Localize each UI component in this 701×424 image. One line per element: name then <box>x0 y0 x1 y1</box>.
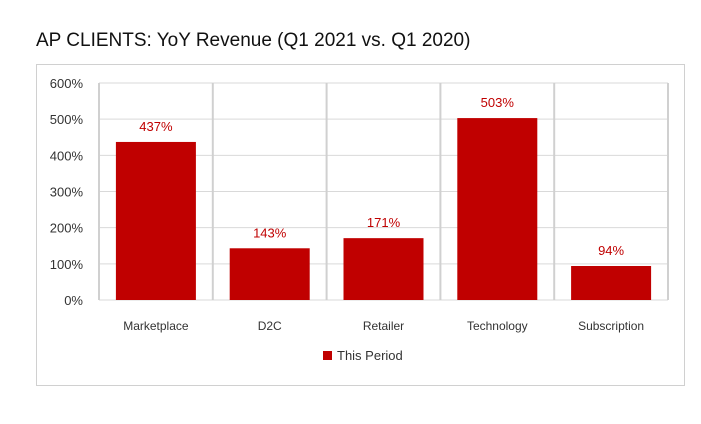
x-tick-label: Technology <box>467 319 528 333</box>
chart-title: AP CLIENTS: YoY Revenue (Q1 2021 vs. Q1 … <box>36 30 471 51</box>
bar <box>571 266 652 300</box>
x-tick-label: D2C <box>258 319 282 333</box>
y-tick-label: 0% <box>64 293 83 308</box>
bar <box>343 238 424 300</box>
data-label: 171% <box>367 215 401 230</box>
y-tick-label: 500% <box>50 112 84 127</box>
data-label: 503% <box>481 95 515 110</box>
data-label: 94% <box>598 243 624 258</box>
y-tick-label: 600% <box>50 76 84 91</box>
x-tick-label: Subscription <box>578 319 644 333</box>
data-label: 143% <box>253 225 287 240</box>
legend-swatch <box>323 351 332 360</box>
bar <box>229 248 310 300</box>
x-tick-label: Marketplace <box>123 319 189 333</box>
y-tick-label: 300% <box>50 185 84 200</box>
chart-frame <box>36 64 685 386</box>
bar <box>457 118 538 300</box>
y-tick-label: 100% <box>50 257 84 272</box>
data-label: 437% <box>139 119 173 134</box>
legend-label: This Period <box>337 348 403 363</box>
x-tick-label: Retailer <box>363 319 404 333</box>
y-tick-label: 200% <box>50 221 84 236</box>
bar <box>115 141 196 300</box>
y-tick-label: 400% <box>50 148 84 163</box>
